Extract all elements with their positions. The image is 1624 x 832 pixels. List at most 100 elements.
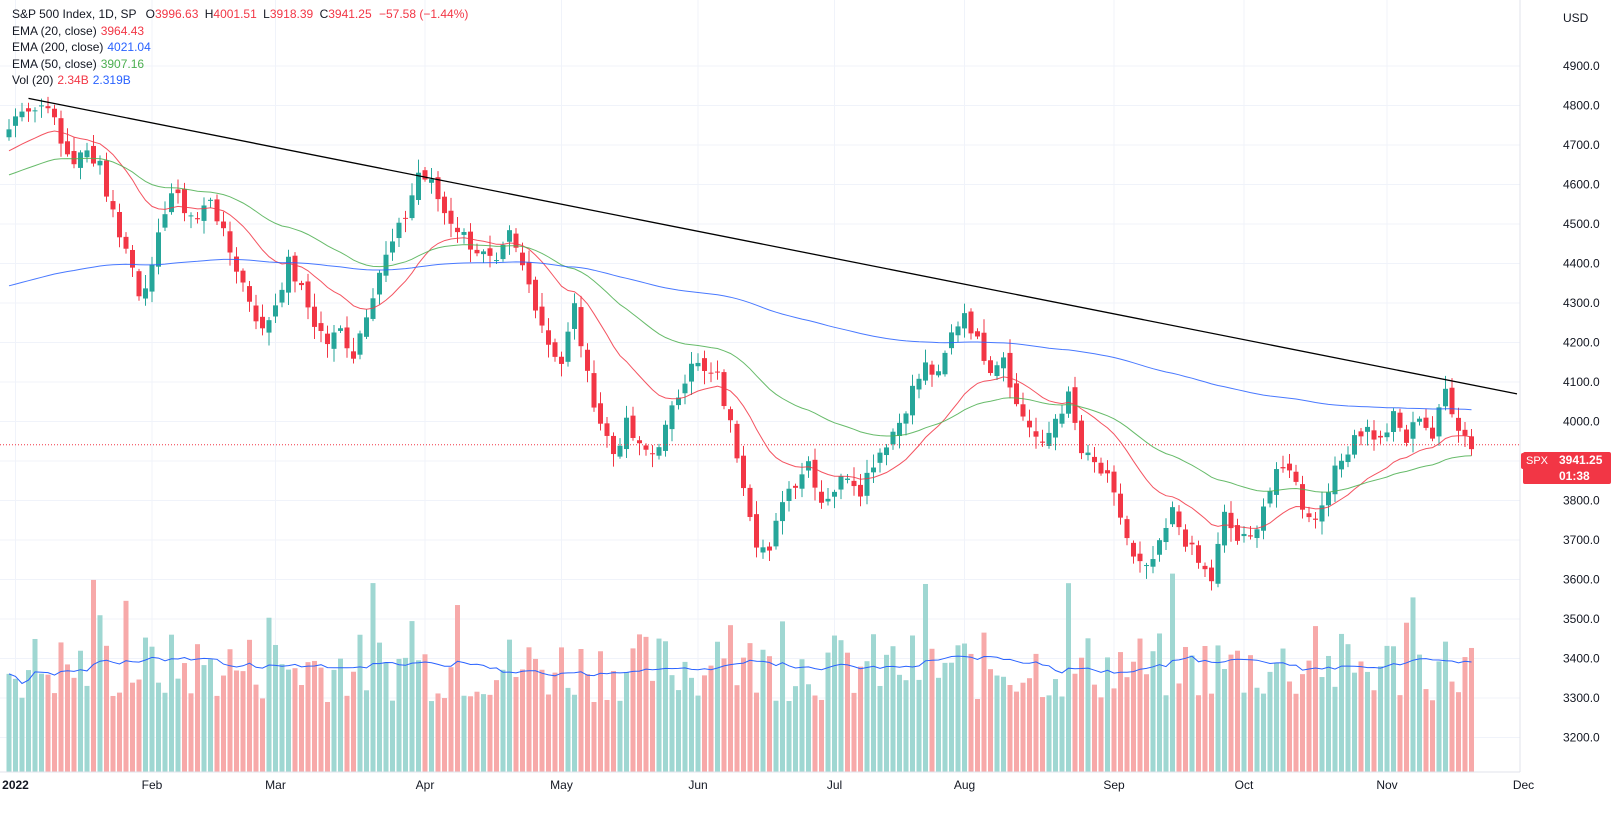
candle [1287, 454, 1292, 478]
candle-body [195, 218, 200, 220]
candle-body [864, 472, 870, 496]
candle [838, 473, 844, 500]
candle [416, 159, 421, 205]
volume-bar [1469, 647, 1474, 772]
candle-body [871, 467, 876, 473]
candle [799, 462, 805, 498]
volume-bar [130, 682, 135, 772]
volume-bar [773, 700, 779, 772]
candle [565, 322, 571, 367]
volume-bar [1274, 663, 1279, 772]
candle [442, 191, 447, 225]
volume-bar [1072, 673, 1078, 772]
volume-bar [617, 700, 623, 772]
candle-body [1196, 545, 1201, 563]
candle [630, 406, 636, 441]
candle [318, 311, 324, 343]
volume-bar [838, 640, 844, 772]
candle [455, 217, 460, 243]
candle-body [455, 227, 460, 233]
candle [1209, 559, 1214, 591]
price-tick-label: 4300.0 [1563, 296, 1600, 310]
candle-body [1170, 507, 1175, 525]
candle [578, 295, 584, 358]
volume-bar [325, 701, 330, 772]
candle [864, 459, 870, 505]
candle-body [162, 214, 168, 228]
candle-body [656, 447, 662, 456]
candle [780, 490, 785, 535]
volume-bar [455, 605, 460, 772]
candle-body [591, 373, 597, 408]
time-tick-label: May [550, 778, 573, 792]
candle-body [760, 547, 766, 553]
candle-body [981, 332, 987, 361]
candle [273, 293, 278, 323]
candle [676, 389, 681, 410]
candle-body [611, 435, 616, 455]
candle [377, 270, 382, 305]
candle-body [110, 201, 116, 210]
volume-bar [1150, 651, 1156, 772]
candle [429, 168, 434, 194]
volume-bar [390, 700, 395, 772]
candle [975, 328, 980, 340]
candle [52, 104, 57, 126]
candle [767, 542, 772, 561]
volume-bar [734, 685, 740, 772]
candle-body [32, 110, 38, 112]
candle [1280, 455, 1286, 473]
volume-bar [955, 645, 961, 772]
candle [1222, 504, 1227, 553]
volume-bar [858, 666, 863, 772]
volume-bar [630, 648, 636, 772]
volume-bar [201, 665, 207, 772]
volume-bar [942, 662, 948, 772]
candle [58, 110, 64, 157]
candle [715, 360, 720, 380]
candle-body [13, 116, 18, 126]
candle-body [897, 422, 902, 437]
volume-bar [1241, 692, 1247, 772]
last-price-value: 3941.25 [1559, 453, 1603, 467]
volume-bar [572, 694, 577, 772]
price-tick-label: 3600.0 [1563, 573, 1600, 587]
candle-body [773, 520, 779, 547]
price-tick-label: 3800.0 [1563, 494, 1600, 508]
volume-bar [143, 637, 148, 772]
candle-body [1046, 432, 1052, 446]
candle-body [877, 452, 883, 463]
volume-bar [819, 699, 824, 772]
candle-body [1118, 493, 1123, 518]
candle [663, 420, 668, 457]
volume-bar [1391, 646, 1396, 772]
volume-bar [929, 648, 935, 772]
candle-body [1371, 430, 1377, 440]
volume-bar [1059, 696, 1065, 772]
candle-body [1410, 422, 1416, 439]
candle [286, 249, 291, 306]
candle [364, 309, 369, 339]
candle [1007, 339, 1013, 399]
candle [1423, 408, 1429, 431]
candle [1202, 562, 1208, 577]
volume-bar [1449, 681, 1455, 772]
volume-bar [39, 673, 44, 772]
candle-body [1345, 454, 1351, 463]
time-tick-label: Jul [827, 778, 842, 792]
time-tick-label: Oct [1235, 778, 1254, 792]
candle [13, 108, 18, 138]
candle-body [1469, 436, 1474, 450]
candle-body [58, 118, 64, 144]
candle-body [1131, 542, 1136, 557]
candle [871, 454, 876, 484]
volume-bar [273, 644, 278, 772]
candle [357, 330, 363, 360]
candle [968, 308, 974, 340]
candle-body [1365, 426, 1370, 432]
candle [617, 438, 623, 459]
candle-body [78, 152, 83, 168]
volume-bar [26, 670, 31, 772]
candle [1300, 475, 1305, 519]
